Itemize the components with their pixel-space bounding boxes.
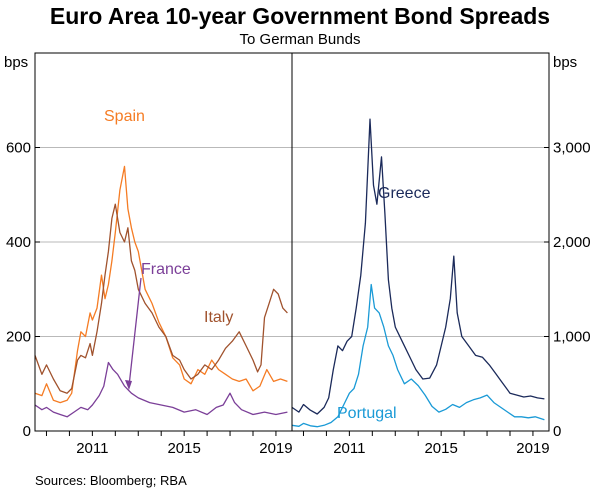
right-y-tick-label: 0	[553, 423, 561, 440]
series-layer	[34, 118, 545, 428]
greece-series-line	[291, 118, 545, 415]
italy-series-line	[34, 203, 288, 394]
left-x-tick-label-2015: 2015	[167, 440, 200, 457]
right-y-tick-label: 3,000	[553, 140, 591, 157]
grid-lines	[35, 147, 549, 337]
left-x-tick-label-2011: 2011	[76, 440, 108, 457]
left-x-tick-label-2019: 2019	[259, 440, 292, 457]
italy-label: Italy	[204, 309, 233, 326]
chart-title: Euro Area 10-year Government Bond Spread…	[50, 3, 550, 29]
right-y-tick-label: 2,000	[553, 234, 591, 251]
france-arrow-head	[125, 380, 132, 390]
portugal-label: Portugal	[337, 405, 397, 422]
left-unit-label: bps	[4, 54, 28, 71]
chart-subtitle: To German Bunds	[240, 31, 361, 48]
france-series-line	[34, 361, 288, 418]
france-arrow-line	[128, 277, 142, 387]
portugal-series-line	[291, 283, 545, 428]
right-x-tick-label-2015: 2015	[424, 440, 457, 457]
left-y-tick-label: 200	[6, 329, 31, 346]
left-y-tick-label: 400	[6, 234, 31, 251]
spain-label: Spain	[104, 108, 145, 125]
source-note: Sources: Bloomberg; RBA	[35, 473, 187, 488]
right-x-tick-label-2011: 2011	[333, 440, 365, 457]
left-y-tick-label: 0	[23, 423, 31, 440]
greece-label: Greece	[378, 185, 431, 202]
right-unit-label: bps	[553, 54, 577, 71]
spain-series-line	[34, 165, 288, 404]
france-label: France	[141, 261, 191, 278]
right-x-tick-label-2019: 2019	[516, 440, 549, 457]
right-y-tick-label: 1,000	[553, 329, 591, 346]
left-y-tick-label: 600	[6, 140, 31, 157]
